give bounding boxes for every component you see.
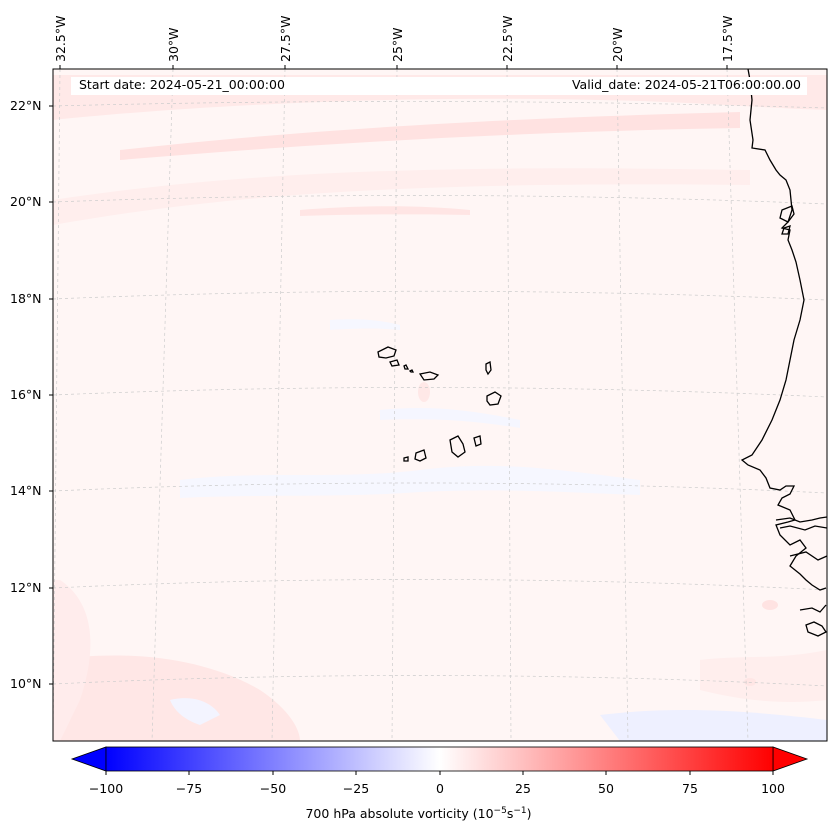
lat-label: 14°N	[10, 483, 42, 498]
lon-label: 22.5°W	[500, 15, 515, 62]
coastline	[740, 69, 827, 637]
colorbar-gradient	[105, 746, 774, 772]
lat-label: 22°N	[10, 98, 42, 113]
colorbar-tick-label: −100	[88, 781, 124, 796]
colorbar-tick-label: −25	[342, 781, 370, 796]
lon-label: 20°W	[610, 27, 625, 62]
lat-ticks	[49, 105, 53, 685]
colorbar-tick-label: 100	[761, 781, 785, 796]
colorbar-tick-label: −50	[259, 781, 287, 796]
colorbar-tick-label: 75	[682, 781, 698, 796]
lon-label: 30°W	[166, 27, 181, 62]
lat-label: 16°N	[10, 387, 42, 402]
valid-date-label: Valid_date: 2024-05-21T06:00:00.00	[571, 77, 801, 92]
colorbar	[70, 746, 809, 775]
header-background	[71, 77, 807, 95]
lon-label: 32.5°W	[53, 15, 68, 62]
colorbar-title: 700 hPa absolute vorticity (10−5s−1)	[305, 806, 532, 822]
start-date-label: Start date: 2024-05-21_00:00:00	[79, 77, 285, 92]
lon-label: 17.5°W	[720, 15, 735, 62]
colorbar-low-extend	[70, 746, 107, 772]
colorbar-tick-label: 25	[515, 781, 531, 796]
lat-label: 18°N	[10, 291, 42, 306]
lon-label: 25°W	[390, 27, 405, 62]
lat-label: 20°N	[10, 194, 42, 209]
map-frame	[52, 68, 828, 742]
colorbar-tick-label: −75	[175, 781, 203, 796]
lat-label: 10°N	[10, 676, 42, 691]
lat-label: 12°N	[10, 580, 42, 595]
cape-verde-islands	[377, 346, 502, 462]
lon-label: 27.5°W	[278, 15, 293, 62]
vorticity-field	[53, 69, 827, 741]
colorbar-tick-label: 50	[598, 781, 614, 796]
graticule	[53, 69, 827, 741]
lon-ticks	[59, 65, 728, 69]
colorbar-tick-label: 0	[436, 781, 444, 796]
colorbar-high-extend	[772, 746, 809, 772]
